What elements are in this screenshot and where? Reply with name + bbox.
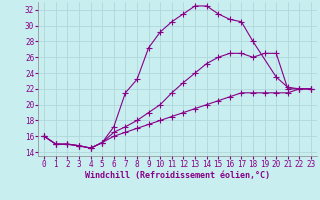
- X-axis label: Windchill (Refroidissement éolien,°C): Windchill (Refroidissement éolien,°C): [85, 171, 270, 180]
